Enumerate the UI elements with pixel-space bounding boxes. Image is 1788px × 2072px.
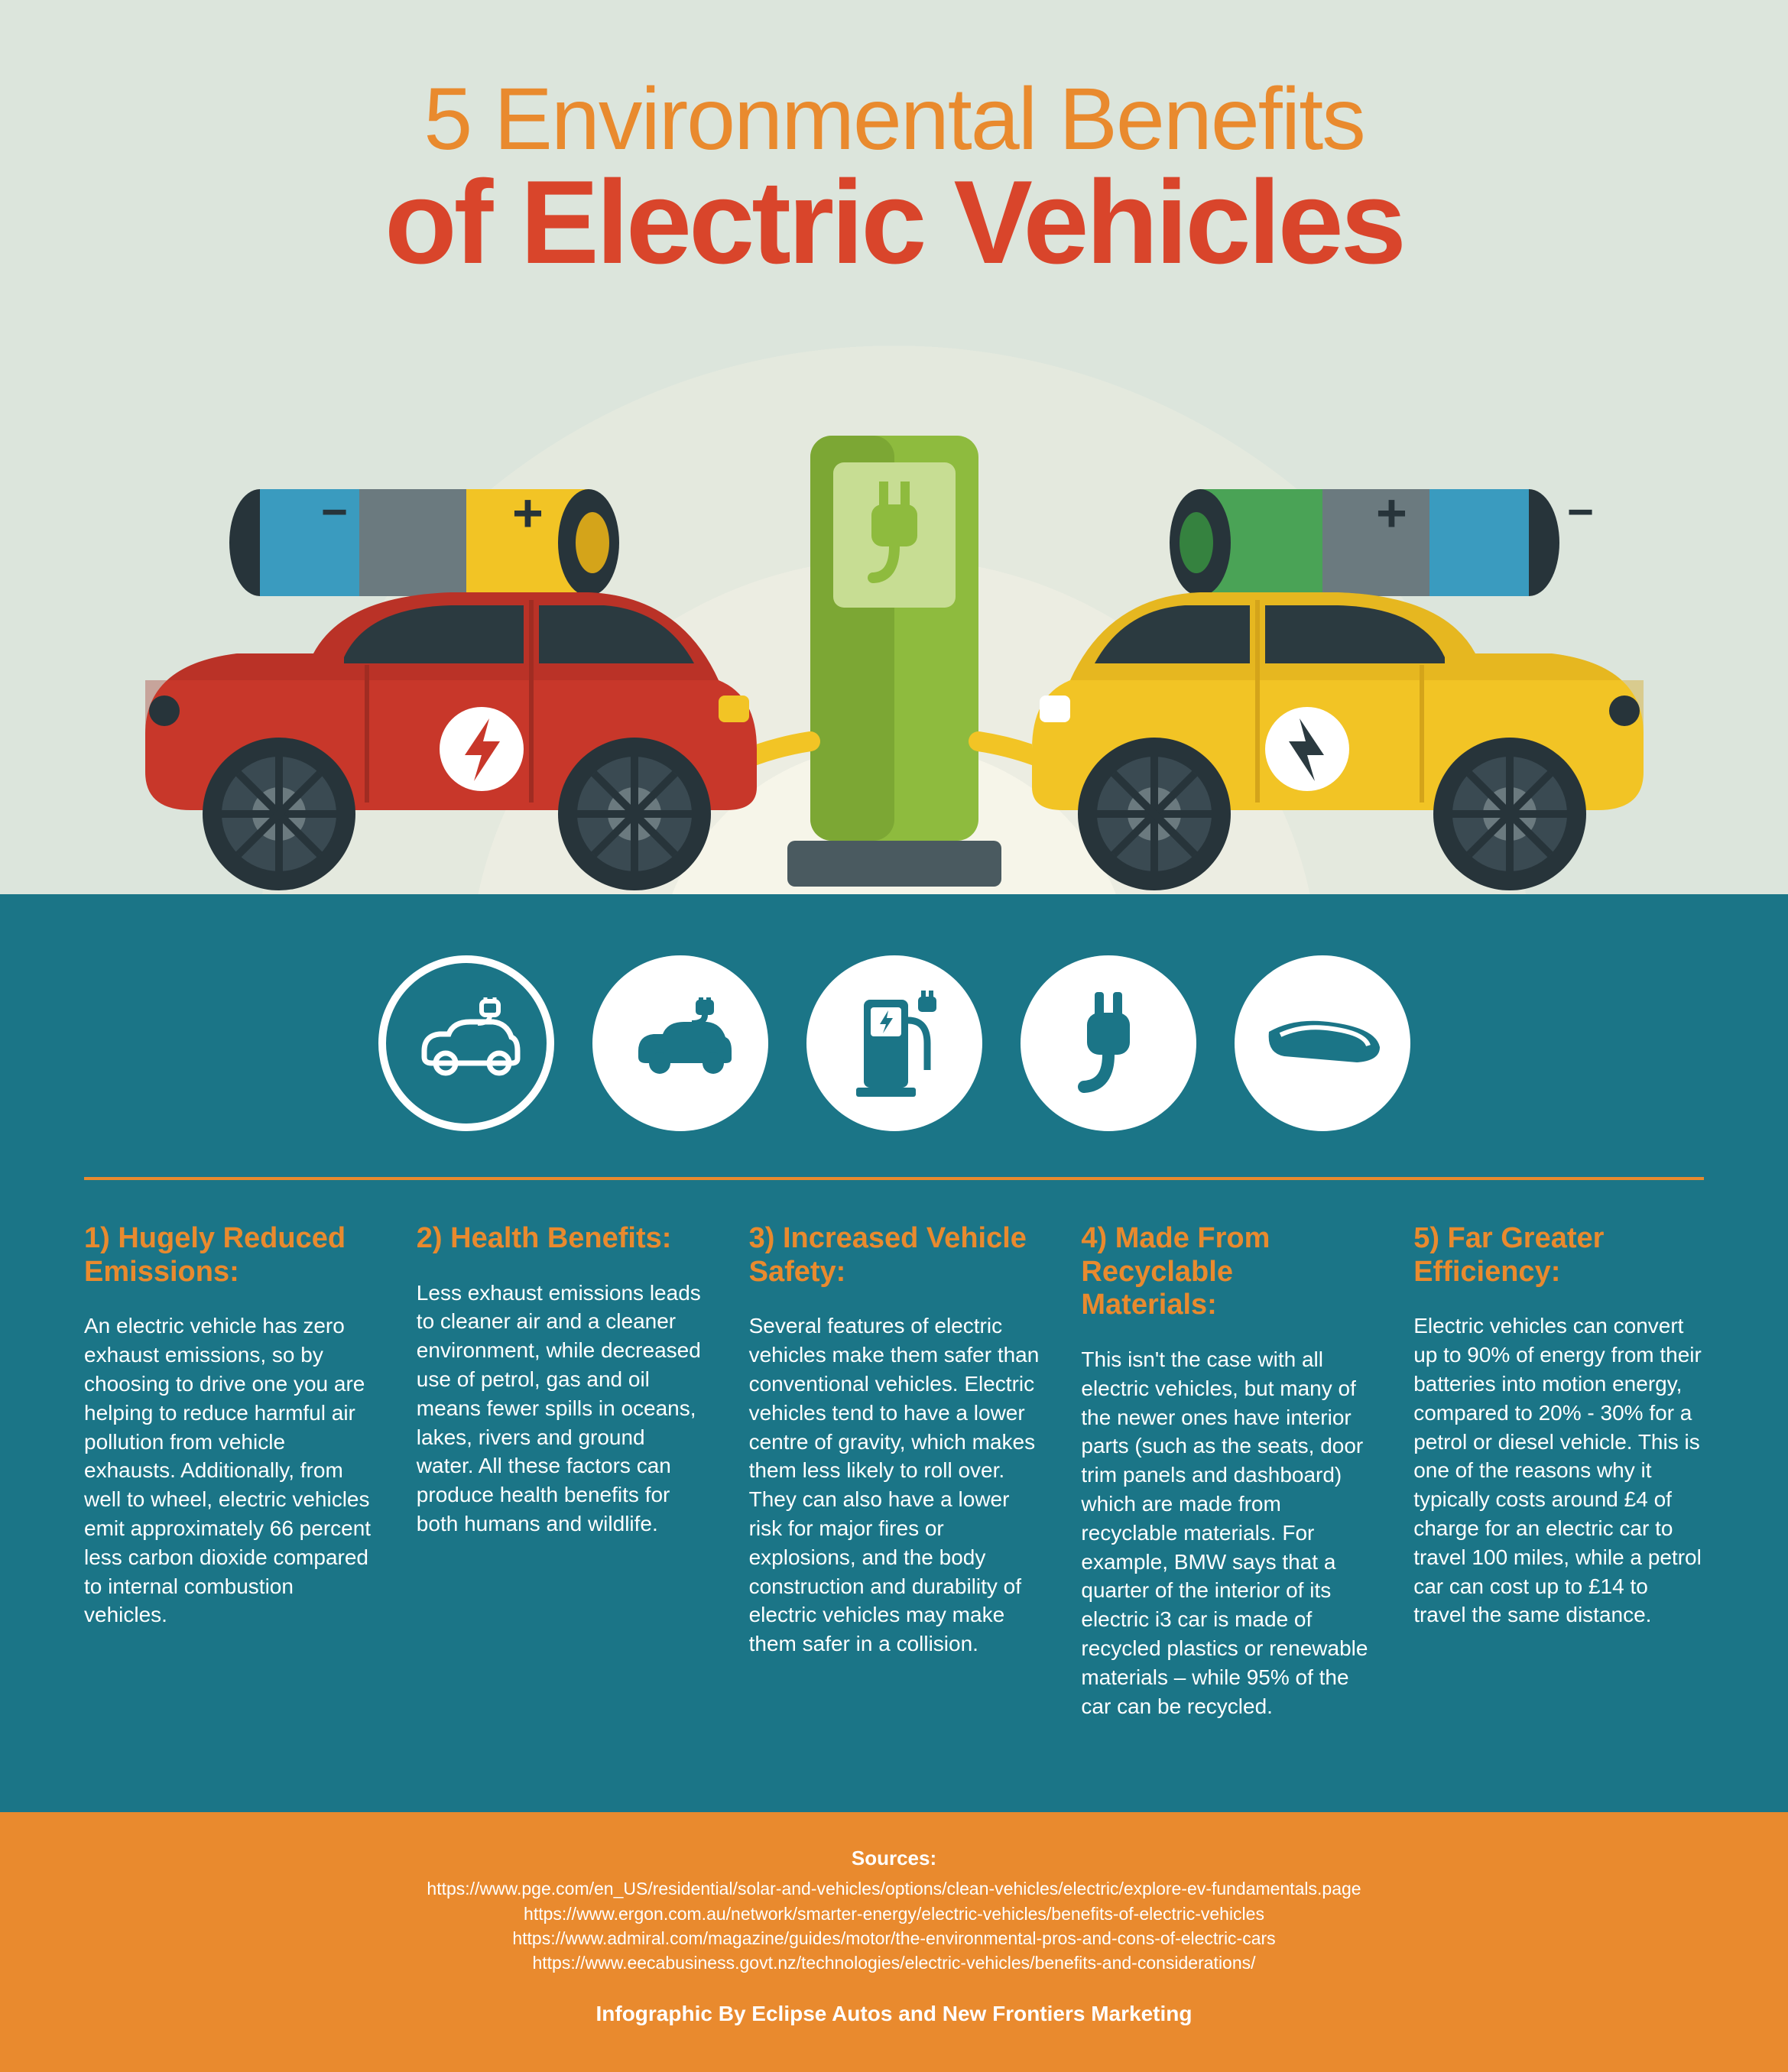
benefit-col-2: 2) Health Benefits: Less exhaust emissio… [417,1222,707,1720]
benefit-body: An electric vehicle has zero exhaust emi… [84,1312,375,1629]
icon-charger [806,955,982,1131]
icon-connector [1235,955,1410,1131]
benefits-section: 1) Hugely Reduced Emissions: An electric… [0,1177,1788,1812]
benefit-col-3: 3) Increased Vehicle Safety: Several fea… [749,1222,1040,1720]
icon-plug [1021,955,1196,1131]
benefit-col-5: 5) Far Greater Efficiency: Electric vehi… [1413,1222,1704,1720]
benefit-body: Less exhaust emissions leads to cleaner … [417,1279,707,1539]
icon-car-plug-outline [378,955,554,1131]
charger-illustration [757,405,1032,894]
benefit-col-4: 4) Made From Recyclable Materials: This … [1081,1222,1371,1720]
credit-line: Infographic By Eclipse Autos and New Fro… [31,2002,1757,2026]
benefit-body: This isn't the case with all electric ve… [1081,1345,1371,1720]
benefit-heading: 2) Health Benefits: [417,1222,707,1256]
icon-car-plug-filled [592,955,768,1131]
car-plug-filled-icon [623,997,738,1089]
hero: 5 Environmental Benefits of Electric Veh… [0,0,1788,894]
title-line-2: of Electric Vehicles [0,154,1788,290]
benefit-heading: 5) Far Greater Efficiency: [1413,1222,1704,1289]
benefit-heading: 1) Hugely Reduced Emissions: [84,1222,375,1289]
divider-line [84,1177,1704,1180]
svg-text:−: − [1567,486,1594,537]
sources-title: Sources: [31,1847,1757,1870]
charger-station-icon [837,986,952,1101]
source-line: https://www.ergon.com.au/network/smarter… [31,1902,1757,1926]
icons-band [0,894,1788,1177]
source-line: https://www.pge.com/en_US/residential/so… [31,1876,1757,1901]
plug-icon [1055,986,1162,1101]
infographic-root: 5 Environmental Benefits of Electric Veh… [0,0,1788,2072]
car-plug-outline-icon [409,997,524,1089]
car-red-illustration: − + [99,466,772,894]
car-yellow-illustration: − + [1017,466,1689,894]
benefit-heading: 4) Made From Recyclable Materials: [1081,1222,1371,1322]
benefits-columns: 1) Hugely Reduced Emissions: An electric… [84,1222,1704,1720]
svg-text:+: + [1376,483,1407,543]
svg-text:+: + [512,483,544,543]
cars-illustration: − + [0,420,1788,894]
ev-connector-icon [1257,1001,1387,1085]
benefit-body: Electric vehicles can convert up to 90% … [1413,1312,1704,1629]
source-line: https://www.eecabusiness.govt.nz/technol… [31,1950,1757,1975]
svg-text:−: − [321,486,348,537]
benefit-heading: 3) Increased Vehicle Safety: [749,1222,1040,1289]
benefit-body: Several features of electric vehicles ma… [749,1312,1040,1659]
footer: Sources: https://www.pge.com/en_US/resid… [0,1812,1788,2072]
title-block: 5 Environmental Benefits of Electric Veh… [0,0,1788,290]
benefit-col-1: 1) Hugely Reduced Emissions: An electric… [84,1222,375,1720]
source-line: https://www.admiral.com/magazine/guides/… [31,1926,1757,1950]
